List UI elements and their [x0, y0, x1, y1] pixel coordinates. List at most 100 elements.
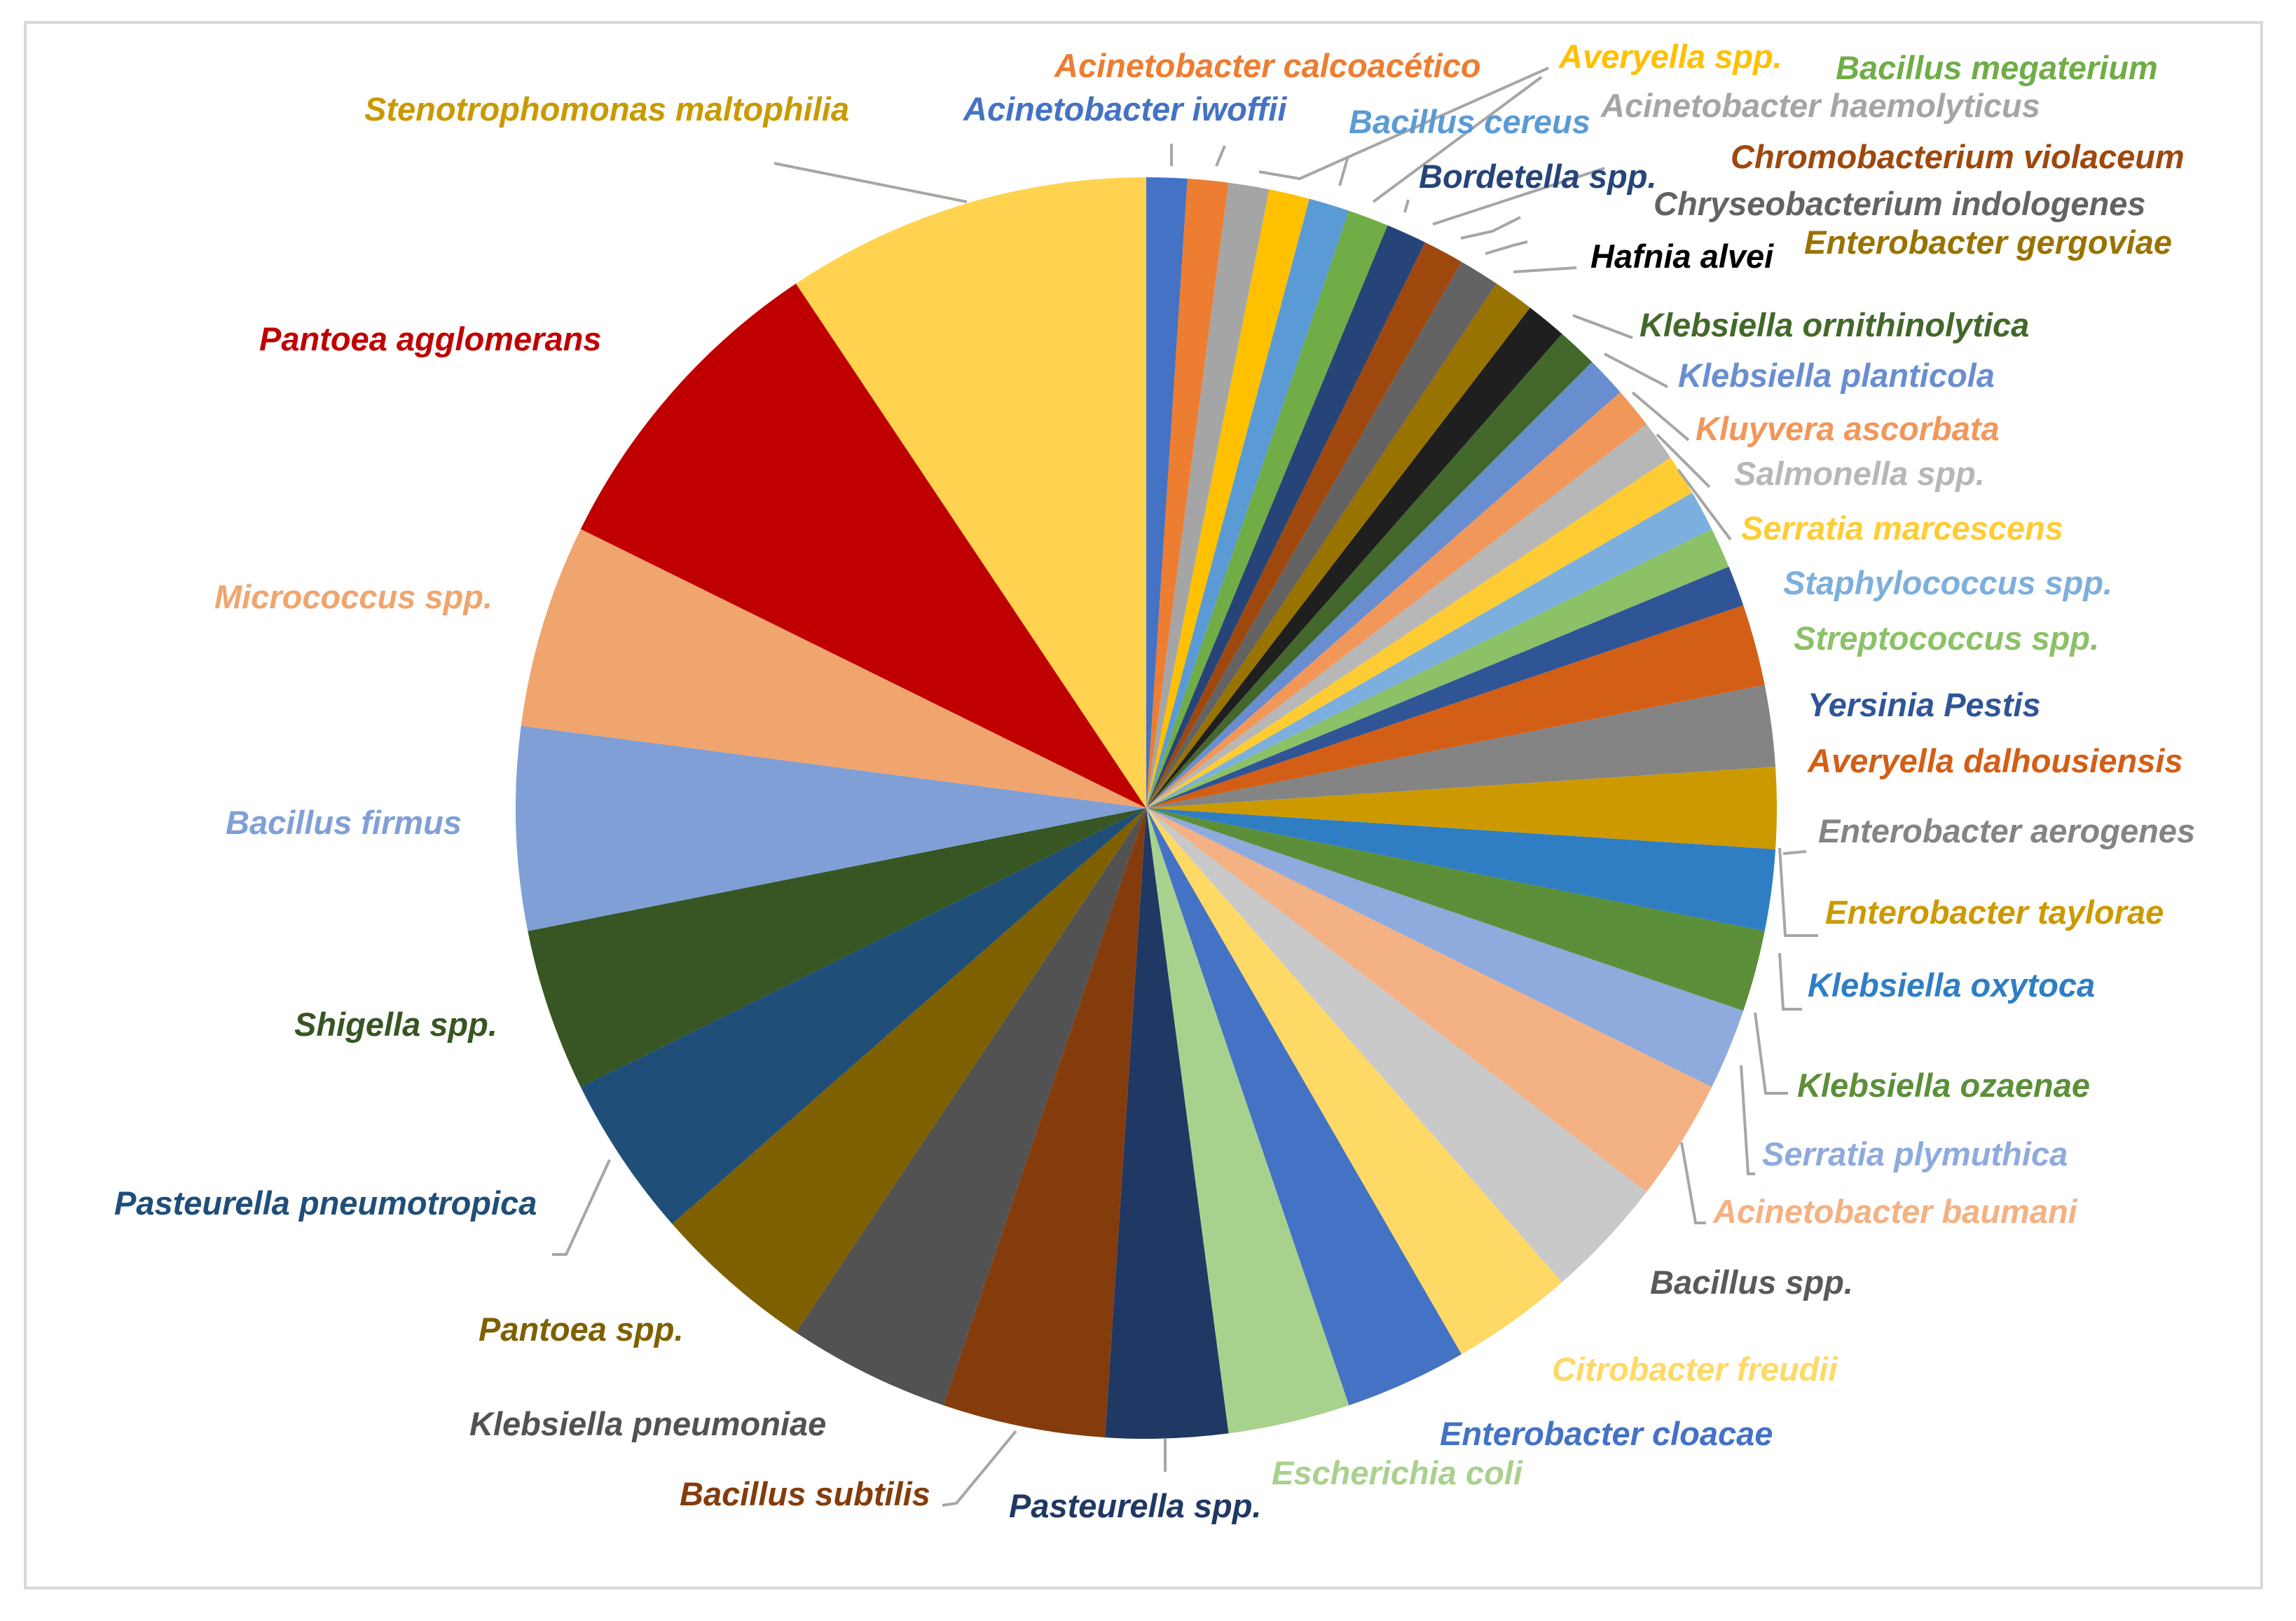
leader-line	[1258, 67, 1549, 181]
data-label: Chryseobacterium indologenes	[1654, 185, 2146, 222]
pie-slice-pantoea-agglomerans	[580, 283, 1146, 808]
data-label: Klebsiella pneumoniae	[469, 1405, 826, 1442]
pie-slice-kluyvera-ascorbata	[1146, 392, 1647, 808]
data-label: Stenotrophomonas maltophilia	[364, 90, 849, 128]
pie-slice-bacillus-megaterium	[1146, 210, 1388, 808]
data-label: Acinetobacter baumani	[1712, 1193, 2078, 1230]
pie-slice-pantoea-spp	[672, 808, 1146, 1333]
data-label: Bacillus firmus	[226, 804, 462, 841]
data-label: Acinetobacter calcoacético	[1054, 47, 1481, 84]
pie-slice-bordetella-spp	[1146, 225, 1426, 808]
data-label: Enterobacter taylorae	[1825, 894, 2164, 931]
pie-slice-enterobacter-gergoviae	[1146, 283, 1530, 808]
data-label: Chromobacterium violaceum	[1731, 138, 2185, 175]
data-label: Bacillus subtilis	[680, 1475, 930, 1512]
leader-line	[1485, 240, 1528, 255]
pie-slice-enterobacter-cloacae	[1146, 808, 1462, 1406]
leader-line	[1740, 1065, 1755, 1175]
pie-slice-enterobacter-aerogenes	[1146, 685, 1776, 808]
pie-slice-pasteurella-pneumotropica	[580, 808, 1146, 1224]
pie-slice-chryseobacterium-indologenes	[1146, 261, 1497, 809]
data-label: Pasteurella pneumotropica	[114, 1184, 537, 1222]
data-label: Kluyvera ascorbata	[1696, 410, 2000, 447]
pie-slice-averyella-dalhousiensis	[1146, 605, 1765, 808]
leader-line	[774, 162, 968, 203]
leader-line	[552, 1159, 611, 1256]
data-label: Bacillus megaterium	[1836, 49, 2158, 86]
pie-slice-serratia-marcescens	[1146, 457, 1693, 808]
leader-line	[942, 1430, 1017, 1507]
data-label: Bacillus spp.	[1650, 1264, 1853, 1301]
data-label: Acinetobacter haemolyticus	[1600, 87, 2040, 124]
data-label: Klebsiella oxytoca	[1808, 966, 2095, 1004]
leader-line	[1782, 850, 1807, 855]
data-label: Micrococcus spp.	[214, 578, 493, 615]
pie-slice-klebsiella-ornithinolytica	[1146, 334, 1593, 809]
data-label: Serratia plymuthica	[1762, 1135, 2068, 1172]
data-label: Acinetobacter iwoffii	[963, 90, 1287, 128]
leaders-layer	[552, 67, 1818, 1507]
pie-slice-salmonella-spp	[1146, 424, 1671, 808]
labels-layer: Acinetobacter iwoffii Acinetobacter calco…	[114, 38, 2195, 1524]
pie-slice-acinetobacter-calcoac-tico	[1146, 178, 1229, 808]
data-label: Escherichia coli	[1272, 1454, 1523, 1491]
leader-line	[1656, 433, 1711, 488]
data-label: Enterobacter gergoviae	[1804, 224, 2172, 261]
pie-slice-micrococcus-spp	[521, 528, 1146, 808]
pie-slice-acinetobacter-baumani	[1146, 808, 1712, 1192]
pie-slice-bacillus-spp	[1146, 808, 1647, 1283]
pie-slice-stenotrophomonas-maltophilia	[795, 177, 1146, 808]
data-label: Enterobacter aerogenes	[1818, 812, 2195, 849]
pie-slice-hafnia-alvei	[1146, 307, 1562, 809]
pie-slice-serratia-plymuthica	[1146, 808, 1744, 1088]
pie-slice-yersinia-pestis	[1146, 566, 1744, 808]
pie-slice-pasteurella-spp	[1105, 808, 1229, 1439]
data-label: Bacillus cereus	[1349, 103, 1590, 140]
leader-line	[1778, 952, 1802, 1011]
leader-line	[1215, 145, 1226, 167]
data-label: Pantoea agglomerans	[259, 320, 601, 357]
data-label: Averyella dalhousiensis	[1807, 742, 2183, 779]
data-label: Serratia marcescens	[1741, 509, 2063, 547]
leader-line	[1778, 847, 1818, 937]
pie-slice-chromobacterium-violaceum	[1146, 242, 1462, 808]
data-label: Salmonella spp.	[1734, 455, 1985, 492]
pie-slice-klebsiella-oxytoca	[1146, 808, 1776, 931]
leader-line	[1631, 391, 1690, 442]
pie-slice-bacillus-cereus	[1146, 198, 1349, 808]
pie-slice-streptococcus-spp	[1146, 528, 1729, 808]
leader-line	[1754, 1012, 1788, 1095]
pie-slice-acinetobacter-haemolyticus	[1146, 182, 1270, 808]
pie-slice-escherichia-coli	[1146, 808, 1349, 1434]
data-label: Enterobacter cloacae	[1440, 1415, 1773, 1452]
data-label: Klebsiella ornithinolytica	[1639, 306, 2029, 343]
leader-line	[1604, 353, 1668, 388]
data-label: Pasteurella spp.	[1009, 1487, 1262, 1524]
pie-slice-citrobacter-freudii	[1146, 808, 1562, 1355]
data-label: Streptococcus spp.	[1794, 620, 2099, 657]
leader-line	[1403, 199, 1410, 213]
pie-slice-shigella-spp	[528, 808, 1146, 1088]
pie-slice-klebsiella-pneumoniae	[795, 808, 1146, 1406]
pie-slice-bacillus-subtilis	[943, 808, 1146, 1438]
leader-line	[1677, 468, 1732, 541]
data-label: Averyella spp.	[1558, 38, 1782, 75]
data-label: Hafnia alvei	[1590, 238, 1774, 275]
leader-line	[1338, 156, 1349, 186]
data-label: Klebsiella ozaenae	[1797, 1067, 2090, 1104]
pie-slice-klebsiella-ozaenae	[1146, 808, 1765, 1011]
leader-line	[1572, 314, 1633, 339]
data-label: Yersinia Pestis	[1808, 686, 2041, 723]
pie-slice-averyella-spp	[1146, 189, 1309, 808]
leader-line	[1372, 76, 1543, 203]
data-label: Citrobacter freudii	[1552, 1350, 1838, 1388]
data-label: Bordetella spp.	[1419, 158, 1657, 195]
data-label: Staphylococcus spp.	[1783, 564, 2112, 601]
pie-slice-staphylococcus-spp	[1146, 493, 1712, 808]
slices-layer	[515, 177, 1777, 1439]
pie-slice-bacillus-firmus	[515, 725, 1146, 931]
pie-slice-enterobacter-taylorae	[1146, 767, 1777, 849]
pie-slice-acinetobacter-iwoffii	[1146, 177, 1188, 808]
data-label: Shigella spp.	[294, 1006, 497, 1043]
